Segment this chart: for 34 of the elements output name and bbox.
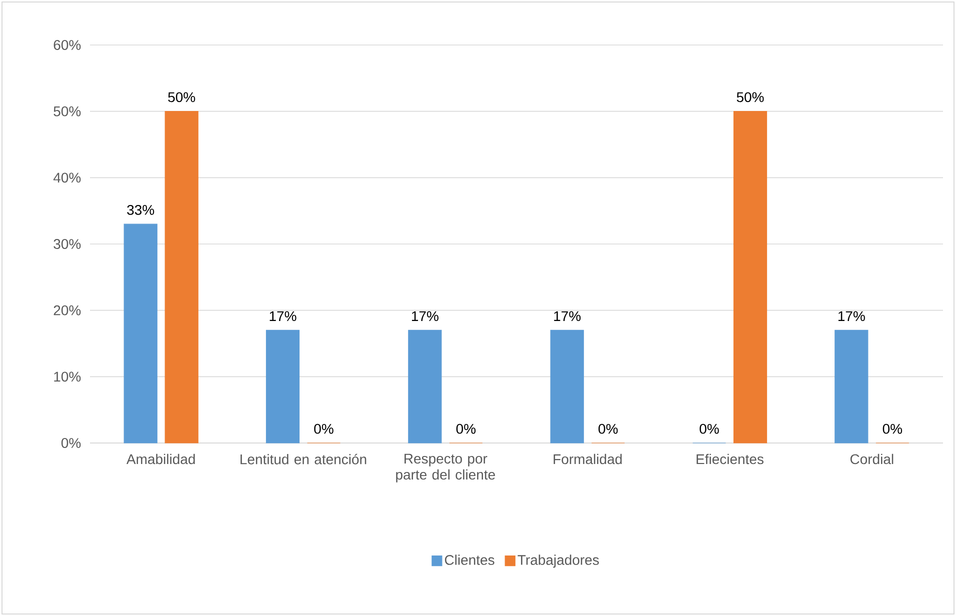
- data-label: 17%: [412, 311, 438, 322]
- y-tick-label: 60%: [54, 40, 81, 50]
- y-tick-label: 50%: [54, 106, 81, 116]
- bar: [834, 330, 868, 444]
- y-tick-label: 10%: [54, 372, 81, 382]
- x-tick-label: Cordial: [850, 454, 894, 464]
- bar: [266, 330, 300, 444]
- data-label: 50%: [168, 92, 196, 102]
- data-label: 0%: [314, 424, 334, 434]
- y-tick-label: 0%: [61, 438, 81, 448]
- legend-label: Trabajadores: [518, 554, 599, 568]
- x-tick-label: Efiecientes: [696, 454, 764, 464]
- data-label: 0%: [700, 424, 719, 434]
- y-tick-label: 20%: [54, 305, 81, 316]
- data-label: 33%: [127, 204, 154, 215]
- data-label: 17%: [270, 311, 296, 322]
- data-label: 50%: [736, 92, 764, 102]
- data-label: 0%: [598, 424, 618, 434]
- bar: [733, 111, 768, 444]
- x-tick-label: Lentitud en atención: [240, 454, 366, 464]
- x-tick-label: Formalidad: [554, 454, 622, 464]
- y-tick-label: 40%: [53, 172, 81, 183]
- data-label: 17%: [838, 311, 865, 322]
- legend-label: Clientes: [444, 554, 494, 565]
- x-tick-label: Respecto por parte del cliente: [396, 454, 495, 482]
- data-label: 0%: [456, 424, 476, 434]
- bar: [408, 330, 442, 444]
- data-label: 0%: [882, 424, 902, 434]
- y-tick-label: 30%: [54, 239, 81, 249]
- x-tick-label: Amabilidad: [126, 454, 195, 464]
- data-label: 17%: [554, 311, 581, 322]
- bar: [124, 224, 158, 444]
- bar: [550, 330, 584, 444]
- bar: [164, 111, 198, 444]
